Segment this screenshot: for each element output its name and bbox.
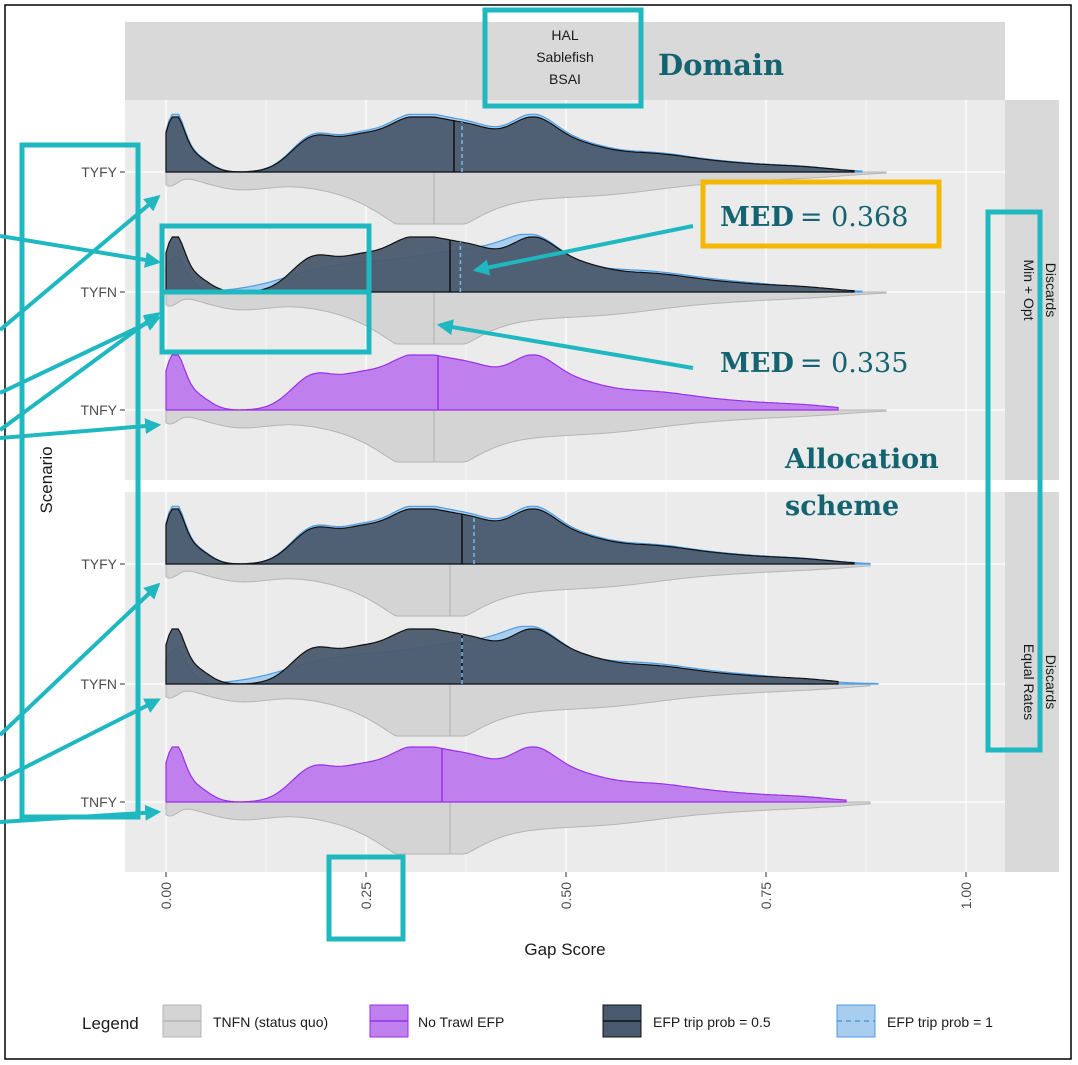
density-no-trawl (165, 354, 839, 411)
annotation-box-domain (482, 7, 644, 109)
density-efp-prob-05 (165, 508, 855, 565)
x-tick-label: 0.50 (558, 882, 574, 909)
facet-right-top-line-2: Min + Opt (1021, 259, 1037, 320)
y-tick-label-tyfy: TYFY (81, 556, 117, 572)
facet-top-line-1: HAL (551, 27, 578, 43)
annotation-overlay (19, 7, 1043, 942)
annotation-med-upper-value: = 0.368 (800, 202, 909, 233)
annotation-box-med-upper (700, 179, 942, 249)
density-status-quo-tyfn (165, 291, 887, 345)
legend: Legend TNFN (status quo) No Trawl EFP EF… (82, 1004, 993, 1038)
facet-strip-right-bottom (1005, 492, 1059, 872)
facet-right-bottom-line-2: Equal Rates (1021, 644, 1037, 720)
annotation-med-lower-value: = 0.335 (800, 348, 909, 379)
y-axis-title: Scenario (37, 446, 56, 513)
annotation-allocation-line-1: Allocation (784, 444, 939, 475)
annotation-arrow (0, 234, 162, 268)
x-tick-label: 0.00 (158, 882, 174, 909)
annotation-domain-label: Domain (658, 48, 784, 82)
legend-label-efp-05: EFP trip prob = 0.5 (653, 1014, 771, 1030)
density-status-quo-tyfn (165, 683, 871, 737)
y-tick-label-tyfy: TYFY (81, 164, 117, 180)
annotation-med-upper-name: MED (720, 202, 794, 233)
annotation-arrows (0, 194, 694, 824)
legend-label-no-trawl: No Trawl EFP (418, 1014, 504, 1030)
x-tick-label: 0.25 (358, 882, 374, 909)
legend-label-efp-1: EFP trip prob = 1 (887, 1014, 993, 1030)
legend-title: Legend (82, 1014, 139, 1033)
annotation-arrow (0, 316, 161, 395)
annotation-arrow (0, 418, 162, 440)
axis-layer: TYFY TYFN TNFY TYFY TYFN TNFY 0.00 0.25 0.50 0.75… (80, 164, 974, 909)
x-tick-label: 1.00 (958, 882, 974, 909)
annotation-arrow (0, 698, 161, 782)
density-status-quo-tyfy (165, 563, 871, 617)
annotation-arrow (0, 582, 161, 737)
annotation-arrow (0, 194, 161, 332)
density-status-quo-tnfy (165, 409, 887, 463)
density-efp-prob-05 (165, 628, 839, 685)
x-axis-title: Gap Score (524, 940, 605, 959)
annotation-med-upper: MED = 0.368 (720, 202, 908, 233)
annotation-arrow (436, 319, 694, 370)
density-efp-prob-05 (165, 116, 855, 173)
facet-top-line-3: BSAI (549, 71, 581, 87)
x-tick-label: 0.75 (758, 882, 774, 909)
facet-right-bottom-line-1: Discards (1043, 655, 1059, 709)
annotation-box-zoom (159, 223, 372, 355)
density-layer (165, 113, 887, 855)
annotation-med-lower-name: MED (720, 348, 794, 379)
density-status-quo-tnfy (165, 801, 871, 855)
facet-strip-right-top (1005, 100, 1059, 480)
y-tick-label-tnfy: TNFY (80, 794, 117, 810)
annotation-box-tick (326, 854, 406, 942)
annotation-arrow (0, 804, 162, 824)
y-tick-label-tnfy: TNFY (80, 402, 117, 418)
y-tick-label-tyfn: TYFN (80, 676, 117, 692)
annotation-arrow (0, 312, 161, 432)
density-no-trawl (165, 746, 847, 803)
annotation-arrow (472, 224, 694, 276)
facet-right-top-line-1: Discards (1043, 263, 1059, 317)
legend-label-status-quo: TNFN (status quo) (213, 1014, 328, 1030)
facet-top-line-2: Sablefish (536, 49, 594, 65)
y-tick-label-tyfn: TYFN (80, 284, 117, 300)
annotation-allocation-line-2: scheme (785, 491, 899, 522)
annotation-med-lower: MED = 0.335 (720, 348, 908, 379)
facet-strip-top (125, 22, 1005, 100)
annotation-box-allocation (985, 209, 1043, 753)
